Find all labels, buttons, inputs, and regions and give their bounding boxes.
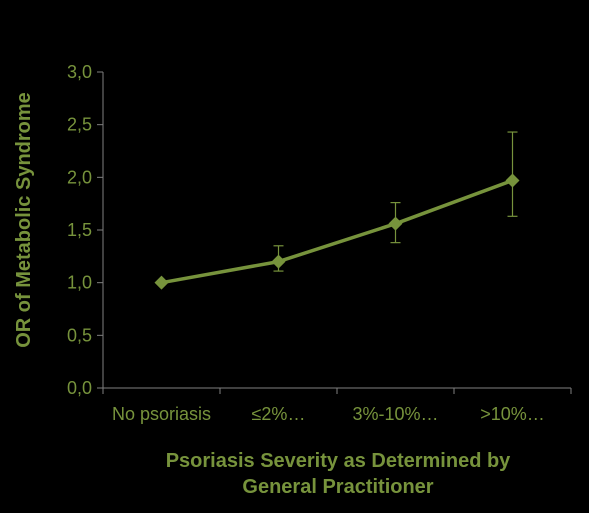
- x-tick-label: ≤2%…: [252, 404, 306, 424]
- y-tick-label: 2,5: [67, 115, 92, 135]
- x-tick-labels: No psoriasis ≤2%… 3%-10%… >10%…: [112, 404, 545, 424]
- axes: [97, 71, 572, 394]
- data-point-marker: [388, 216, 403, 231]
- y-tick-labels: 0,0 0,5 1,0 1,5 2,0 2,5 3,0: [67, 62, 92, 398]
- y-tick-label: 0,5: [67, 325, 92, 345]
- y-axis-title: OR of Metabolic Syndrome: [13, 92, 35, 348]
- y-tick-label: 0,0: [67, 378, 92, 398]
- y-tick-label: 2,0: [67, 167, 92, 187]
- data-point-marker: [154, 275, 169, 290]
- x-axis-title-line-1: Psoriasis Severity as Determined by: [166, 450, 511, 472]
- y-tick-label: 3,0: [67, 62, 92, 82]
- x-tick-label: 3%-10%…: [352, 404, 438, 424]
- x-tick-label: >10%…: [480, 404, 545, 424]
- data-point-marker: [271, 254, 286, 269]
- y-tick-label: 1,5: [67, 220, 92, 240]
- y-tick-label: 1,0: [67, 273, 92, 293]
- x-axis-title-line-2: General Practitioner: [242, 476, 433, 498]
- data-point-marker: [505, 173, 520, 188]
- data-series: [154, 131, 520, 290]
- series-line: [161, 178, 514, 285]
- x-tick-label: No psoriasis: [112, 404, 211, 424]
